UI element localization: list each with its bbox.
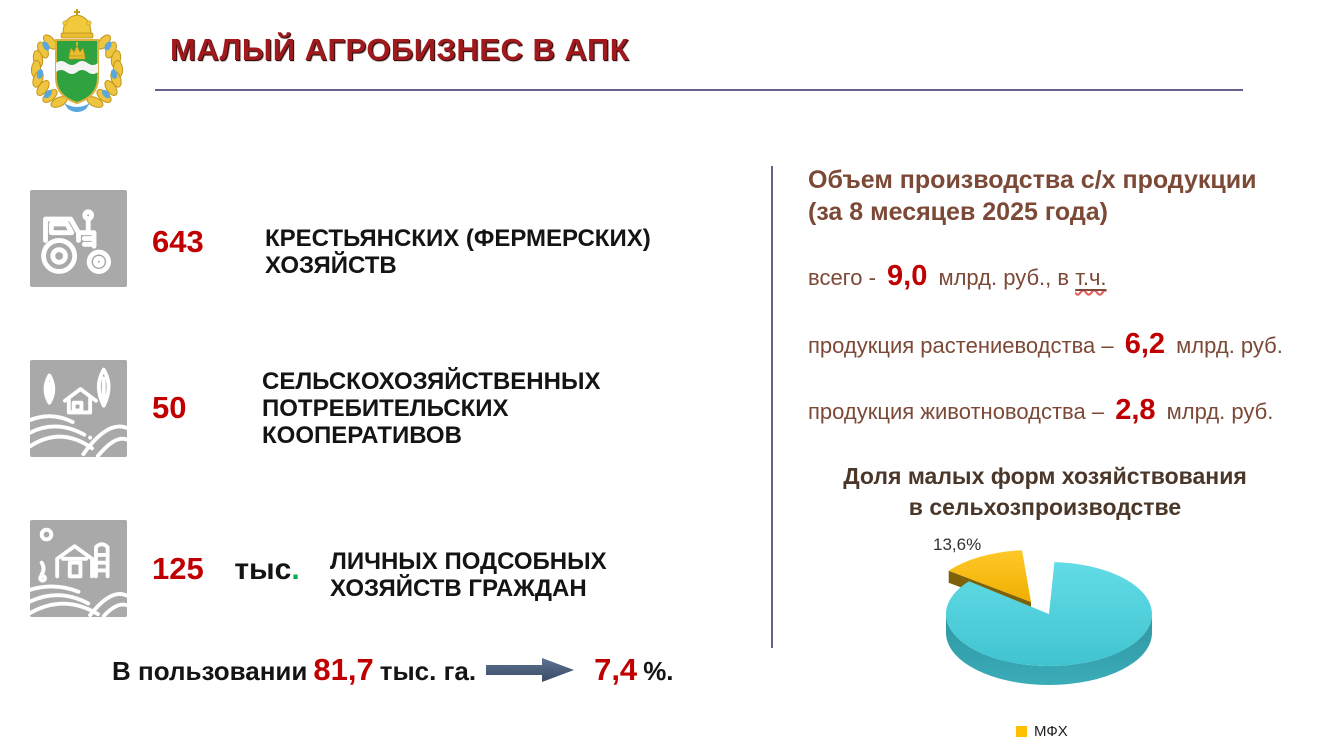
pie-legend: МФХ	[1016, 723, 1068, 740]
stat-unit: тыс	[234, 553, 292, 586]
barn-village-icon	[30, 520, 127, 617]
imperial-crown	[60, 9, 94, 39]
land-use-area-value: 81,7	[313, 652, 374, 687]
land-use-line: В пользовании 81,7 тыс. га. 7,4 %.	[112, 652, 674, 688]
shield	[55, 39, 99, 105]
pie-slice-other	[945, 562, 1152, 685]
production-total-line: всего - 9,0 млрд. руб., в т.ч.	[808, 260, 1107, 292]
pie-slice-label: 13,6%	[933, 535, 982, 554]
stat-label-farms: КРЕСТЬЯНСКИХ (ФЕРМЕРСКИХ) ХОЗЯЙСТВ	[265, 225, 651, 279]
land-use-percent-unit: %.	[643, 656, 674, 686]
ribbon-bottom	[64, 103, 90, 112]
stat-label-households: ЛИЧНЫХ ПОДСОБНЫХ ХОЗЯЙСТВ ГРАЖДАН	[330, 548, 607, 602]
title-underline	[155, 89, 1243, 91]
land-use-prefix: В пользовании	[112, 656, 308, 686]
legend-swatch-mfh	[1016, 726, 1027, 737]
production-crop-value: 6,2	[1124, 328, 1166, 360]
stat-value-farms: 643	[152, 224, 204, 259]
stat-unit-dot: .	[291, 553, 300, 586]
land-use-area-unit: тыс. га.	[379, 656, 477, 686]
laurel-branch-right	[86, 34, 124, 108]
tractor-icon	[30, 190, 127, 287]
page-title: МАЛЫЙ АГРОБИЗНЕС В АПК	[170, 32, 630, 67]
production-total-abbr: т.ч.	[1075, 265, 1107, 290]
laurel-branch-left	[30, 34, 68, 108]
production-livestock-line: продукция животноводства – 2,8 млрд. руб…	[808, 394, 1274, 426]
stat-label-cooperatives: СЕЛЬСКОХОЗЯЙСТВЕННЫХ ПОТРЕБИТЕЛЬСКИХ КОО…	[262, 368, 601, 449]
right-arrow-icon	[486, 658, 575, 682]
land-use-percent-value: 7,4	[594, 652, 638, 687]
production-livestock-value: 2,8	[1115, 394, 1156, 426]
stat-value-cooperatives: 50	[152, 390, 187, 425]
production-title: Объем производства с/х продукции (за 8 м…	[808, 166, 1257, 226]
legend-label-mfh: МФХ	[1034, 723, 1068, 740]
kaluga-coat-of-arms	[30, 9, 124, 112]
production-total-value: 9,0	[887, 260, 928, 292]
pie-chart	[860, 550, 1200, 700]
farm-fields-icon	[30, 360, 127, 457]
vertical-divider	[771, 166, 773, 648]
stat-value-households: 125 тыс.	[152, 551, 300, 586]
pie-chart-title: Доля малых форм хозяйствования в сельхоз…	[843, 463, 1247, 520]
production-crop-line: продукция растениеводства – 6,2 млрд. ру…	[808, 328, 1283, 360]
